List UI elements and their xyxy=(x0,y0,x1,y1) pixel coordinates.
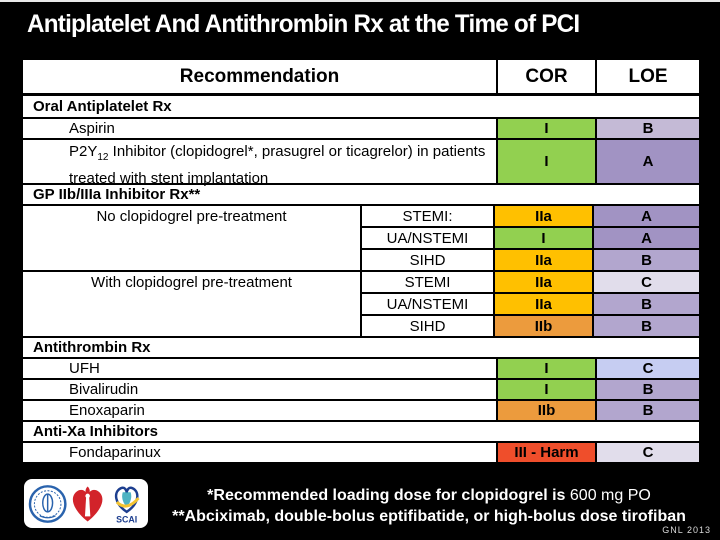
group-label: With clopidogrel pre-treatment xyxy=(91,274,292,291)
recommendation-table: Recommendation COR LOE Oral Antiplatelet… xyxy=(20,57,702,465)
footnotes: *Recommended loading dose for clopidogre… xyxy=(150,485,708,527)
table-row-section: Anti-Xa Inhibitors xyxy=(23,420,699,441)
loe-cell: C xyxy=(592,272,699,292)
table-row-group: No clopidogrel pre-treatment STEMI: IIa A UA… xyxy=(23,204,699,270)
table-row: Aspirin I B xyxy=(23,117,699,138)
loe-cell: B xyxy=(592,250,699,270)
table-subrow: UA/NSTEMI IIa B xyxy=(360,292,699,314)
cor-cell: I xyxy=(493,228,593,248)
table-subrow: STEMI IIa C xyxy=(360,272,699,292)
table-header-row: Recommendation COR LOE xyxy=(23,60,699,96)
loe-cell: B xyxy=(592,294,699,314)
row-label: P2Y12 Inhibitor (clopidogrel*, prasugrel… xyxy=(69,143,486,187)
row-label: UFH xyxy=(69,360,100,377)
table-row: UFH I C xyxy=(23,357,699,378)
row-label: Bivalirudin xyxy=(69,381,139,398)
table-row: P2Y12 Inhibitor (clopidogrel*, prasugrel… xyxy=(23,138,699,187)
header-cor: COR xyxy=(496,60,595,93)
table-row: Enoxaparin IIb B xyxy=(23,399,699,420)
cor-cell: IIb xyxy=(493,316,593,336)
table-subrow: UA/NSTEMI I A xyxy=(360,226,699,248)
cor-cell: IIa xyxy=(493,250,593,270)
scai-logo: SCAI xyxy=(114,486,140,524)
loe-cell: A xyxy=(592,228,699,248)
section-label: GP IIb/IIIa Inhibitor Rx** xyxy=(33,186,201,203)
subrow-label: SIHD xyxy=(360,250,493,270)
loe-cell: B xyxy=(595,119,699,138)
cor-cell: I xyxy=(496,140,595,183)
cor-cell: I xyxy=(496,119,595,138)
subrow-label: STEMI xyxy=(360,272,493,292)
acc-seal-logo xyxy=(28,484,67,523)
slide-title: Antiplatelet And Antithrombin Rx at the … xyxy=(27,10,580,38)
table-subrow: SIHD IIb B xyxy=(360,314,699,336)
cor-cell: IIa xyxy=(493,294,593,314)
aha-heart-torch-logo xyxy=(73,485,103,522)
cor-cell: IIa xyxy=(493,272,593,292)
header-recommendation: Recommendation xyxy=(179,65,340,87)
subrow-label: STEMI: xyxy=(360,206,493,226)
loe-cell: A xyxy=(592,206,699,226)
cor-cell: IIb xyxy=(496,401,595,420)
loe-cell: C xyxy=(595,443,699,462)
section-label: Anti-Xa Inhibitors xyxy=(33,423,158,440)
loe-cell: A xyxy=(595,140,699,183)
group-label: No clopidogrel pre-treatment xyxy=(96,208,287,225)
cor-cell: I xyxy=(496,359,595,378)
loe-cell: B xyxy=(592,316,699,336)
slide-top-edge xyxy=(0,0,720,2)
cor-cell: I xyxy=(496,380,595,399)
section-label: Oral Antiplatelet Rx xyxy=(33,98,172,115)
cor-cell: III - Harm xyxy=(496,443,595,462)
section-label: Antithrombin Rx xyxy=(33,339,151,356)
row-label: Aspirin xyxy=(69,120,115,137)
footnote-line-2: **Abciximab, double-bolus eptifibatide, … xyxy=(172,508,686,525)
table-row-section: Antithrombin Rx xyxy=(23,336,699,357)
loe-cell: C xyxy=(595,359,699,378)
table-row-group: With clopidogrel pre-treatment STEMI IIa C U… xyxy=(23,270,699,336)
group-subrows: STEMI: IIa A UA/NSTEMI I A SIHD IIa B xyxy=(360,206,699,270)
credit-text: GNL 2013 xyxy=(662,525,711,535)
footnote-line-1: *Recommended loading dose for clopidogre… xyxy=(207,487,651,504)
table-row: Fondaparinux III - Harm C xyxy=(23,441,699,462)
logo-strip: SCAI xyxy=(24,479,148,528)
table-body: Oral Antiplatelet Rx Aspirin I B P2Y12 Inhib… xyxy=(23,96,699,462)
row-label: Enoxaparin xyxy=(69,402,145,419)
header-loe: LOE xyxy=(595,60,699,93)
subrow-label: UA/NSTEMI xyxy=(360,228,493,248)
subrow-label: SIHD xyxy=(360,316,493,336)
table-row-section: Oral Antiplatelet Rx xyxy=(23,96,699,117)
svg-text:SCAI: SCAI xyxy=(116,514,137,524)
table-subrow: SIHD IIa B xyxy=(360,248,699,270)
loe-cell: B xyxy=(595,401,699,420)
cor-cell: IIa xyxy=(493,206,593,226)
subrow-label: UA/NSTEMI xyxy=(360,294,493,314)
table-row-section: GP IIb/IIIa Inhibitor Rx** xyxy=(23,183,699,204)
row-label: Fondaparinux xyxy=(69,444,161,461)
group-subrows: STEMI IIa C UA/NSTEMI IIa B SIHD IIb B xyxy=(360,272,699,336)
loe-cell: B xyxy=(595,380,699,399)
table-row: Bivalirudin I B xyxy=(23,378,699,399)
table-subrow: STEMI: IIa A xyxy=(360,206,699,226)
